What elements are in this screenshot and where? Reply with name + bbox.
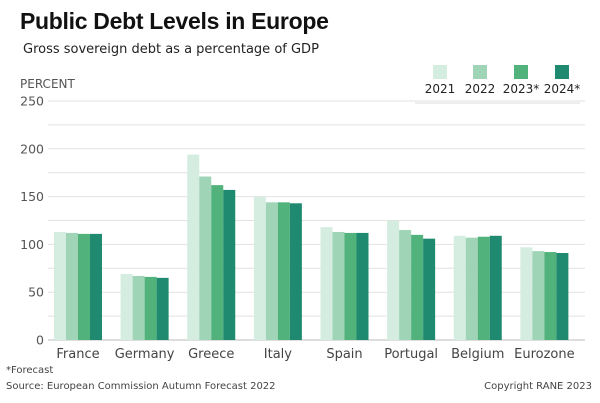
- source-note: Source: European Commission Autumn Forec…: [6, 381, 276, 392]
- y-tick-label: 100: [20, 237, 44, 252]
- bar-italy-2023: [277, 202, 290, 340]
- legend-swatch: [555, 65, 569, 79]
- bar-france-2021: [54, 231, 66, 340]
- bar-eurozone-2021: [520, 247, 533, 340]
- x-tick-label: France: [56, 347, 99, 362]
- bar-italy-2022: [265, 202, 278, 340]
- bar-belgium-2022: [465, 237, 478, 340]
- bar-germany-2022: [132, 275, 145, 340]
- bar-france-2024: [90, 233, 102, 340]
- legend-label: 2023*: [503, 82, 540, 96]
- bar-france-2023: [78, 233, 90, 340]
- legend-swatch: [514, 65, 528, 79]
- bar-italy-2021: [253, 196, 266, 340]
- legend-label: 2021: [425, 82, 456, 96]
- bar-greece-2022: [199, 176, 212, 340]
- x-tick-label: Germany: [115, 347, 175, 362]
- bar-belgium-2023: [477, 236, 490, 340]
- y-tick-label: 200: [20, 141, 44, 156]
- footnote: *Forecast: [6, 365, 54, 376]
- chart-subtitle: Gross sovereign debt as a percentage of …: [23, 42, 319, 57]
- bar-greece-2023: [211, 185, 224, 340]
- bar-belgium-2021: [453, 235, 466, 340]
- bar-germany-2023: [144, 276, 157, 340]
- bar-spain-2023: [344, 232, 357, 340]
- legend-label: 2024*: [544, 82, 581, 96]
- bar-belgium-2024: [489, 235, 502, 340]
- bar-eurozone-2023: [544, 252, 557, 340]
- y-tick-label: 50: [28, 285, 44, 300]
- bar-germany-2024: [156, 277, 169, 340]
- x-tick-label: Eurozone: [514, 347, 574, 362]
- x-tick-label: Spain: [326, 347, 362, 362]
- legend-swatch: [473, 65, 487, 79]
- bar-germany-2021: [120, 274, 133, 340]
- bar-portugal-2021: [387, 220, 400, 340]
- x-tick-label: Greece: [188, 347, 234, 362]
- x-tick-label: Belgium: [451, 347, 504, 362]
- bar-italy-2024: [289, 203, 302, 340]
- legend-swatch: [433, 65, 447, 79]
- bar-spain-2022: [332, 231, 345, 340]
- bar-greece-2021: [187, 154, 200, 340]
- bar-eurozone-2022: [532, 251, 545, 340]
- bar-spain-2024: [356, 232, 369, 340]
- bar-spain-2021: [320, 227, 333, 340]
- x-tick-label: Italy: [264, 347, 293, 362]
- bar-france-2022: [66, 232, 78, 340]
- y-tick-label: 150: [20, 189, 44, 204]
- legend-label: 2022: [465, 82, 496, 96]
- chart-title: Public Debt Levels in Europe: [20, 8, 329, 34]
- y-tick-label: 0: [36, 333, 44, 348]
- y-tick-label: 250: [20, 94, 44, 109]
- bar-greece-2024: [223, 189, 236, 340]
- x-tick-label: Portugal: [384, 347, 438, 362]
- bar-portugal-2024: [423, 238, 436, 340]
- bar-portugal-2022: [399, 230, 412, 340]
- copyright-note: Copyright RANE 2023: [484, 381, 592, 392]
- bar-eurozone-2024: [556, 253, 569, 340]
- y-axis-label: PERCENT: [20, 77, 75, 91]
- bar-portugal-2023: [411, 234, 424, 340]
